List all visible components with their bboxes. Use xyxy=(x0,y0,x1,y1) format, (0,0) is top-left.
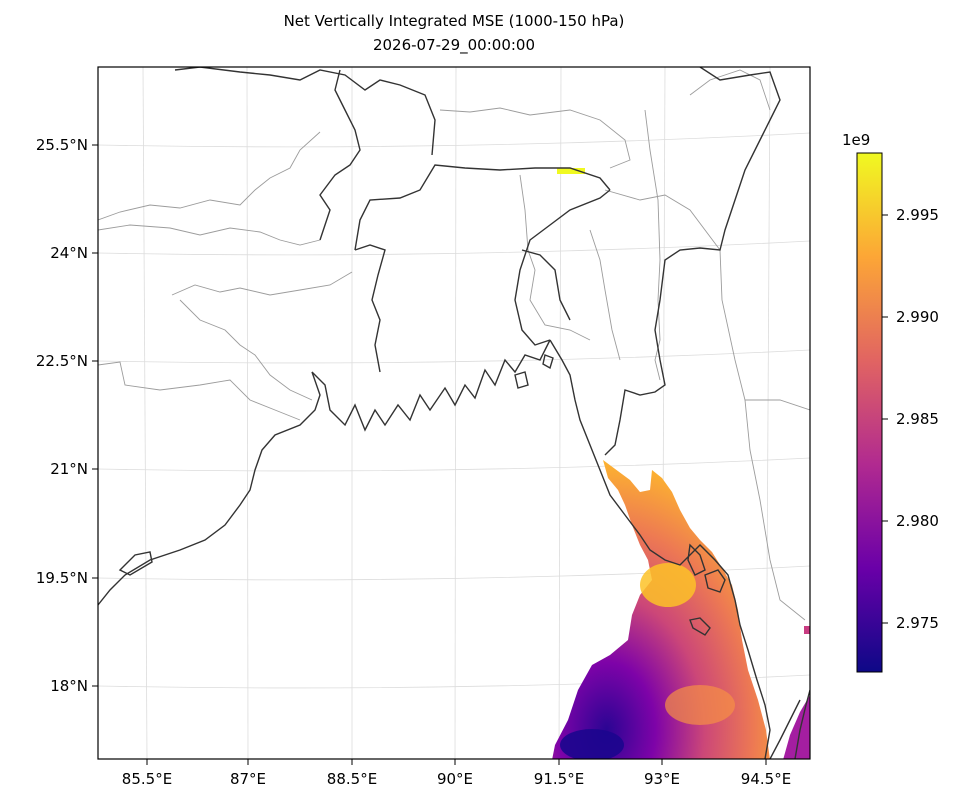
colorbar-multiplier: 1e9 xyxy=(842,131,870,149)
coastline-island-2 xyxy=(704,569,726,593)
mse-speck-east xyxy=(804,626,810,634)
lat-tick-label: 19.5°N xyxy=(36,569,88,587)
border-india-tripura xyxy=(521,249,571,321)
mse-low-core xyxy=(560,729,624,759)
lon-tick-label: 87°E xyxy=(230,770,266,788)
coastline-island-4 xyxy=(118,551,153,576)
grid-lat-25-5 xyxy=(98,132,810,148)
lon-tick-labels: 85.5°E 87°E 88.5°E 90°E 91.5°E 93°E 94.5… xyxy=(122,770,791,788)
lon-tick-label: 91.5°E xyxy=(534,770,584,788)
lon-tick-label: 90°E xyxy=(437,770,473,788)
colorbar-tick-label: 2.995 xyxy=(896,206,939,224)
lat-tick-marks xyxy=(92,144,98,687)
lon-tick-label: 94.5°E xyxy=(741,770,791,788)
mse-field-main xyxy=(552,460,770,759)
coastline-myanmar-east xyxy=(769,699,801,759)
grid-lat-24 xyxy=(98,240,810,256)
coastline-island-1 xyxy=(687,543,706,576)
grid-lat-21 xyxy=(98,457,810,472)
colorbar-tick-label: 2.980 xyxy=(896,512,939,530)
colorbar-tick-label: 2.975 xyxy=(896,614,939,632)
title-line-1: Net Vertically Integrated MSE (1000-150 … xyxy=(283,12,625,30)
title-line-2: 2026-07-29_00:00:00 xyxy=(372,36,536,54)
coastline-sundarbans xyxy=(311,339,551,432)
colorbar-tick-label: 2.990 xyxy=(896,308,939,326)
state-boundaries xyxy=(98,69,810,621)
lat-tick-label: 21°N xyxy=(50,460,88,478)
colorbar-tick-label: 2.985 xyxy=(896,410,939,428)
border-bangladesh-north xyxy=(354,164,611,251)
lon-tick-label: 93°E xyxy=(644,770,680,788)
lat-tick-label: 24°N xyxy=(50,244,88,262)
graticule xyxy=(98,67,810,759)
lat-tick-label: 25.5°N xyxy=(36,136,88,154)
border-bangladesh-west xyxy=(354,244,386,373)
mse-orange-blob xyxy=(665,685,735,725)
grid-lon-91-5 xyxy=(558,67,562,759)
border-india-bangladesh-west xyxy=(319,69,361,241)
mse-speck-north xyxy=(557,168,585,174)
colorbar-gradient xyxy=(856,152,883,673)
border-myanmar-east xyxy=(794,689,810,759)
colorbar: 1e9 2.995 2.990 2.985 2.980 2.975 xyxy=(842,131,939,673)
coastline-island-5 xyxy=(514,371,529,389)
mse-field xyxy=(552,168,810,759)
coastline-island-6 xyxy=(542,354,554,370)
border-india-myanmar xyxy=(604,67,781,456)
mse-high-blob xyxy=(640,563,696,607)
coastlines-borders xyxy=(98,67,810,759)
mse-field-east xyxy=(783,695,810,759)
border-india-north xyxy=(174,67,436,156)
lon-tick-label: 85.5°E xyxy=(122,770,172,788)
grid-lon-94-5 xyxy=(765,67,771,759)
lat-tick-labels: 25.5°N 24°N 22.5°N 21°N 19.5°N 18°N xyxy=(36,136,88,695)
map-frame xyxy=(97,66,811,760)
lon-tick-marks xyxy=(146,759,767,765)
grid-lon-87 xyxy=(246,67,249,759)
grid-lon-85-5 xyxy=(142,67,148,759)
grid-lon-90 xyxy=(454,67,457,759)
border-bangladesh-east xyxy=(514,189,611,346)
coastline-island-3 xyxy=(689,617,711,636)
lat-tick-label: 18°N xyxy=(50,677,88,695)
coastline-bangladesh-myanmar xyxy=(549,339,771,759)
lon-tick-label: 88.5°E xyxy=(327,770,377,788)
coastline-west-bengal-odisha xyxy=(98,371,321,606)
grid-lat-22-5 xyxy=(98,349,810,364)
lat-tick-label: 22.5°N xyxy=(36,352,88,370)
